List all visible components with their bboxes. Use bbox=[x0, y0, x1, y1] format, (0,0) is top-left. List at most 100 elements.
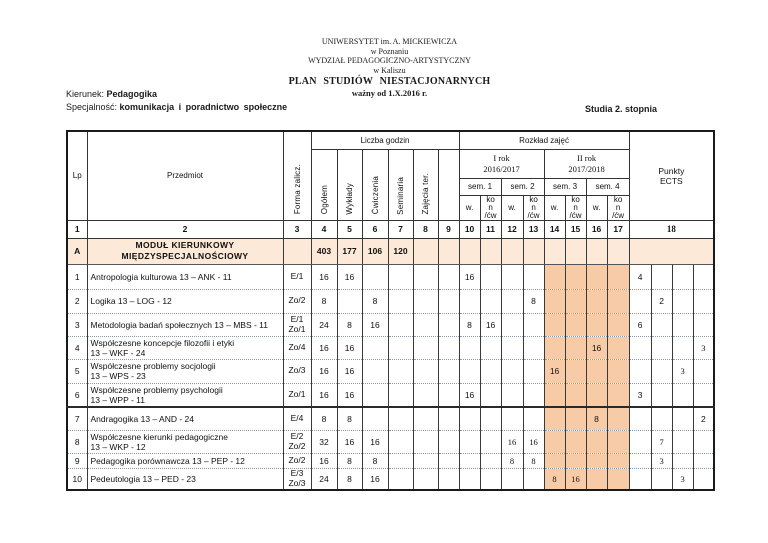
cell-sched-16 bbox=[585, 288, 608, 314]
cell-sched-13 bbox=[522, 263, 545, 290]
cell-hours-wyklady: 16 bbox=[336, 358, 363, 384]
cell-ects-2: 2 bbox=[650, 288, 673, 314]
cell-sched-17 bbox=[606, 382, 630, 408]
cell-sched-15 bbox=[564, 335, 587, 360]
col-header-sem-3: sem. 3 bbox=[543, 177, 587, 196]
cell-ects-2 bbox=[650, 406, 673, 431]
cell-hours-seminaria: 120 bbox=[387, 237, 414, 265]
cell-sched-11 bbox=[479, 406, 502, 431]
cell-hours-zajecia-ter bbox=[412, 335, 439, 360]
cell-sched-17 bbox=[606, 237, 630, 265]
cell-sched-16 bbox=[585, 358, 608, 384]
cell-forma: Zo/4 bbox=[282, 335, 312, 360]
col-header-kon-sem1: ko n /ćw bbox=[479, 194, 502, 221]
cell-ects-1 bbox=[628, 406, 652, 431]
kierunek-line: Kierunek: Pedagogika bbox=[66, 88, 287, 101]
cell-sched-10 bbox=[458, 288, 481, 314]
cell-sched-12 bbox=[500, 263, 524, 290]
col-number-5: 5 bbox=[336, 219, 363, 239]
col-header-punkty-ects: Punkty ECTS bbox=[628, 130, 715, 221]
cell-hours-extra bbox=[437, 467, 460, 491]
cell-sched-10 bbox=[458, 406, 481, 431]
col-group-rok-2: II rok 2017/2018 bbox=[543, 148, 630, 179]
cell-hours-extra bbox=[437, 263, 460, 290]
cell-ects-total bbox=[628, 237, 715, 265]
cell-sched-14 bbox=[543, 263, 566, 290]
cell-hours-ogolem: 8 bbox=[310, 288, 338, 314]
cell-hours-extra bbox=[437, 237, 460, 265]
col-number-17: 17 bbox=[606, 219, 630, 239]
cell-ects-3 bbox=[671, 335, 694, 360]
cell-sched-11 bbox=[479, 429, 502, 454]
cell-ects-4 bbox=[692, 467, 715, 491]
seminaria-vertical-label: Seminaria bbox=[396, 176, 405, 215]
cell-sched-17 bbox=[606, 467, 630, 491]
university-city: w Poznaniu bbox=[370, 46, 409, 56]
cell-sched-10: 16 bbox=[458, 263, 481, 290]
table-row: 1 Antropologia kulturowa 13 – ANK - 11 E/1… bbox=[66, 263, 715, 290]
col-number-14: 14 bbox=[543, 219, 566, 239]
cell-lp: 6 bbox=[66, 382, 88, 408]
cell-sched-12 bbox=[500, 312, 524, 337]
cell-hours-cwiczenia: 16 bbox=[361, 312, 389, 337]
table-row: 8 Współczesne kierunki pedagogiczne 13 – … bbox=[66, 429, 715, 454]
cell-sched-10 bbox=[458, 429, 481, 454]
col-number-10: 10 bbox=[458, 219, 481, 239]
cell-lp: 1 bbox=[66, 263, 88, 290]
cell-lp: A bbox=[66, 237, 88, 265]
cell-hours-seminaria bbox=[387, 452, 414, 469]
cell-hours-zajecia-ter bbox=[412, 358, 439, 384]
cell-hours-ogolem: 32 bbox=[310, 429, 338, 454]
cell-hours-ogolem: 8 bbox=[310, 406, 338, 431]
col-number-11: 11 bbox=[479, 219, 502, 239]
col-group-rok-1: I rok 2016/2017 bbox=[458, 148, 545, 179]
specjalnosc-label: Specjalność: bbox=[66, 102, 118, 112]
col-number-3: 3 bbox=[282, 219, 312, 239]
cell-ects-4 bbox=[692, 452, 715, 469]
cell-forma: E/3 Zo/3 bbox=[282, 467, 312, 491]
cell-sched-16 bbox=[585, 382, 608, 408]
cell-sched-13 bbox=[522, 312, 545, 337]
table-row: 3 Metodologia badań społecznych 13 – MBS … bbox=[66, 312, 715, 337]
cell-subject: Andragogika 13 – AND - 24 bbox=[86, 406, 284, 431]
col-number-7: 7 bbox=[387, 219, 414, 239]
cell-sched-15 bbox=[564, 312, 587, 337]
cell-subject: Współczesne koncepcje filozofii i etyki … bbox=[86, 335, 284, 360]
cell-lp: 4 bbox=[66, 335, 88, 360]
cell-sched-12: 8 bbox=[500, 452, 524, 469]
cell-sched-11 bbox=[479, 237, 502, 265]
cell-hours-wyklady: 8 bbox=[336, 406, 363, 431]
cell-hours-ogolem: 24 bbox=[310, 312, 338, 337]
cell-forma: Zo/1 bbox=[282, 382, 312, 408]
zajecia-ter-vertical-label: Zajęcia ter. bbox=[421, 172, 430, 215]
cell-sched-11 bbox=[479, 335, 502, 360]
cell-ects-1: 4 bbox=[628, 263, 652, 290]
col-header-w-sem1: w. bbox=[458, 194, 481, 221]
col-number-8: 8 bbox=[412, 219, 439, 239]
cell-ects-3: 3 bbox=[671, 467, 694, 491]
faculty-name: WYDZIAŁ PEDAGOGICZNO-ARTYSTYCZNY bbox=[308, 56, 471, 65]
cell-sched-16 bbox=[585, 312, 608, 337]
cell-sched-13: 8 bbox=[522, 452, 545, 469]
plan-title: PLAN STUDIÓW NIESTACJONARNYCH bbox=[288, 76, 491, 87]
cell-forma: Zo/3 bbox=[282, 358, 312, 384]
cell-hours-cwiczenia bbox=[361, 263, 389, 290]
cell-forma: E/1 bbox=[282, 263, 312, 290]
cell-hours-extra bbox=[437, 288, 460, 314]
cell-ects-2 bbox=[650, 358, 673, 384]
cell-ects-3 bbox=[671, 429, 694, 454]
cell-sched-16 bbox=[585, 452, 608, 469]
cell-forma: Zo/2 bbox=[282, 288, 312, 314]
cell-sched-10 bbox=[458, 467, 481, 491]
cell-sched-13: 16 bbox=[522, 429, 545, 454]
cell-hours-ogolem: 16 bbox=[310, 452, 338, 469]
cell-hours-cwiczenia: 8 bbox=[361, 452, 389, 469]
cell-sched-12: 16 bbox=[500, 429, 524, 454]
cell-sched-14 bbox=[543, 335, 566, 360]
cell-subject: Pedeutologia 13 – PED - 23 bbox=[86, 467, 284, 491]
cell-ects-3 bbox=[671, 382, 694, 408]
cell-hours-wyklady: 16 bbox=[336, 382, 363, 408]
cell-sched-14 bbox=[543, 406, 566, 431]
plan-valid-from: ważny od 1.X.2016 r. bbox=[351, 88, 428, 98]
cell-sched-14 bbox=[543, 382, 566, 408]
